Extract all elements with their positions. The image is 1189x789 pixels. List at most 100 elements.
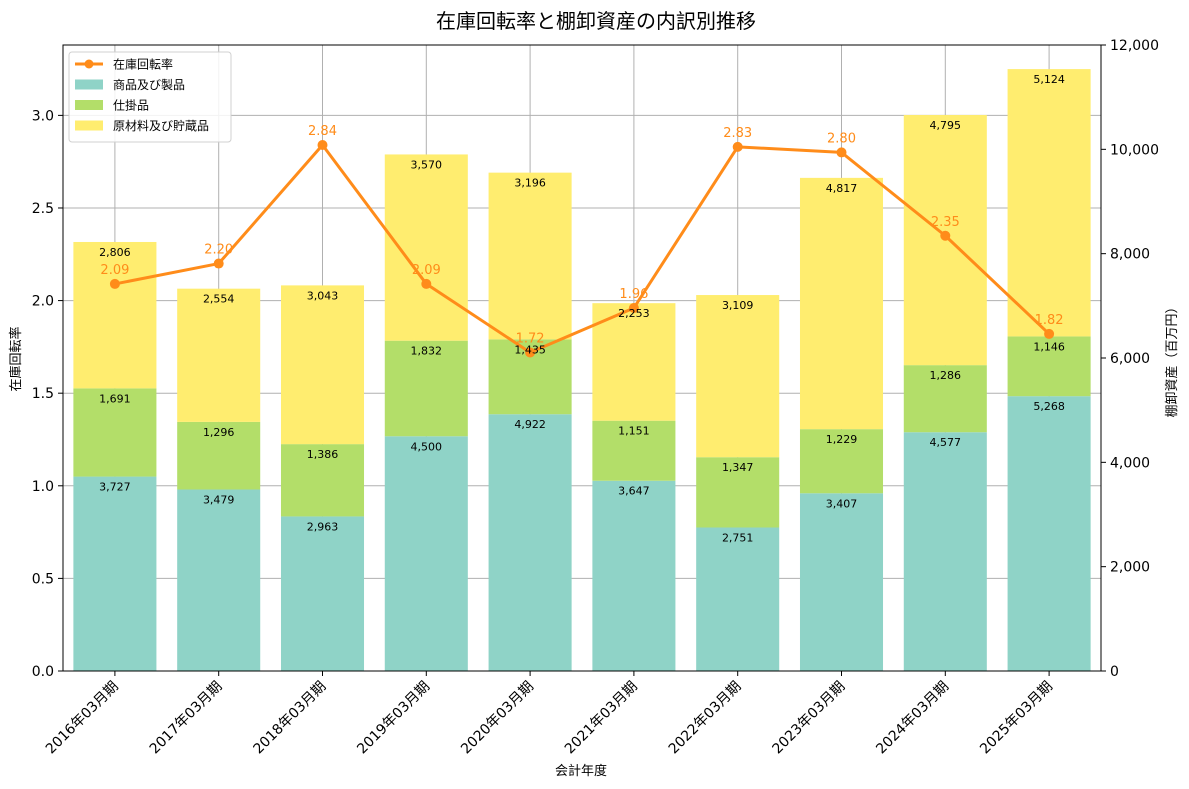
bar-1-2021年03月期 (592, 480, 676, 671)
bar-value-label: 3,043 (307, 289, 339, 302)
x-tick-label: 2017年03月期 (147, 679, 226, 758)
x-tick-label: 2025年03月期 (977, 679, 1056, 758)
bar-value-label: 3,479 (203, 494, 235, 507)
turnover-point (732, 141, 743, 152)
y-axis-right-label: 棚卸資産（百万円） (1164, 300, 1180, 417)
bar-value-label: 4,795 (930, 119, 962, 132)
turnover-point (317, 140, 328, 151)
bar-2-2022年03月期 (696, 457, 780, 528)
bar-1-2020年03月期 (488, 414, 572, 671)
x-tick-label: 2024年03月期 (873, 679, 952, 758)
bar-value-label: 1,151 (618, 425, 650, 438)
turnover-point (628, 302, 639, 313)
bar-3-2016年03月期 (73, 241, 157, 389)
bar-2-2024年03月期 (903, 365, 987, 433)
bar-value-label: 4,577 (930, 436, 962, 449)
bar-value-label: 1,347 (722, 461, 754, 474)
bar-1-2023年03月期 (799, 493, 884, 671)
bar-value-label: 5,124 (1033, 73, 1065, 86)
x-tick-label: 2021年03月期 (562, 679, 641, 758)
bar-value-label: 3,407 (826, 497, 858, 510)
bar-value-label: 1,691 (99, 392, 131, 405)
bar-3-2019年03月期 (384, 154, 468, 341)
bar-value-label: 1,386 (307, 448, 339, 461)
y-left-tick-label: 3.0 (32, 108, 54, 124)
y-left-tick-label: 0.0 (32, 664, 54, 680)
bar-value-label: 1,229 (826, 433, 858, 446)
x-tick-label: 2019年03月期 (354, 679, 433, 758)
bar-value-label: 5,268 (1033, 400, 1065, 413)
bar-value-label: 2,806 (99, 246, 131, 259)
bar-1-2017年03月期 (177, 489, 261, 671)
bar-1-2018年03月期 (280, 516, 365, 671)
turnover-value-label: 2.09 (100, 263, 129, 278)
bar-3-2025年03月期 (1007, 69, 1091, 337)
bar-2-2023年03月期 (799, 429, 884, 494)
x-tick-label: 2018年03月期 (251, 679, 330, 758)
bar-value-label: 3,570 (411, 158, 443, 171)
turnover-value-label: 2.84 (308, 124, 337, 139)
bar-value-label: 3,109 (722, 299, 754, 312)
y-left-tick-label: 1.0 (32, 479, 54, 495)
bar-value-label: 2,963 (307, 520, 339, 533)
bar-value-label: 4,817 (826, 182, 858, 195)
bar-1-2016年03月期 (73, 476, 157, 671)
bar-value-label: 2,554 (203, 293, 235, 306)
y-left-tick-label: 2.5 (32, 201, 54, 217)
y-right-tick-label: 4,000 (1110, 455, 1150, 471)
y-right-tick-label: 6,000 (1110, 351, 1150, 367)
legend-label: 商品及び製品 (113, 77, 185, 92)
bar-value-label: 4,922 (514, 418, 546, 431)
bar-value-label: 2,751 (722, 531, 754, 544)
bar-value-label: 2,253 (618, 307, 650, 320)
y-left-tick-label: 1.5 (32, 386, 54, 402)
x-axis-label: 会計年度 (555, 763, 607, 779)
y-right-tick-label: 10,000 (1110, 142, 1159, 158)
turnover-value-label: 1.82 (1035, 313, 1064, 328)
y-right-tick-label: 0 (1110, 664, 1119, 680)
bar-value-label: 1,296 (203, 426, 235, 439)
bar-1-2019年03月期 (384, 436, 468, 671)
legend-label: 原材料及び貯蔵品 (113, 119, 209, 133)
x-tick-label: 2016年03月期 (43, 679, 122, 758)
turnover-value-label: 2.35 (931, 215, 960, 230)
legend-box (68, 51, 232, 143)
turnover-value-label: 2.83 (723, 126, 752, 141)
turnover-point (836, 147, 847, 158)
bar-3-2017年03月期 (177, 288, 261, 422)
bar-3-2022年03月期 (696, 295, 780, 458)
turnover-value-label: 2.80 (827, 131, 856, 146)
turnover-point (940, 230, 951, 241)
data-labels: 3,727 3,479 2,963 4,500 4,922 3,647 2,751 3,407… (99, 73, 1065, 544)
bar-1-2024年03月期 (903, 432, 987, 671)
legend-color-swatch (75, 100, 103, 110)
bar-value-label: 1,286 (930, 369, 962, 382)
legend-label: 仕掛品 (113, 98, 149, 113)
bar-3-2020年03月期 (488, 172, 572, 340)
bar-2-2025年03月期 (1007, 336, 1091, 397)
legend-marker (84, 59, 94, 69)
bar-value-label: 4,500 (411, 440, 443, 453)
bar-2-2021年03月期 (592, 420, 676, 481)
turnover-value-label: 2.09 (412, 263, 441, 278)
legend-color-swatch (75, 79, 103, 90)
x-tick-label: 2022年03月期 (666, 679, 745, 758)
turnover-value-label: 1.72 (516, 331, 545, 346)
turnover-point (525, 347, 536, 358)
x-tick-label: 2020年03月期 (458, 679, 537, 758)
turnover-line (114, 143, 1051, 354)
turnover-point (421, 278, 432, 289)
bar-2-2016年03月期 (73, 388, 157, 477)
bar-2-2017年03月期 (177, 421, 261, 490)
bar-value-label: 1,832 (411, 345, 443, 358)
x-tick-label: 2023年03月期 (770, 679, 849, 758)
turnover-value-label: 1.96 (619, 287, 648, 302)
bar-2-2018年03月期 (280, 444, 365, 517)
y-right-tick-label: 8,000 (1110, 247, 1150, 263)
bar-value-label: 3,727 (99, 481, 131, 494)
bar-value-label: 3,196 (514, 177, 546, 190)
bar-series (73, 69, 1091, 671)
bar-value-label: 3,647 (618, 485, 650, 498)
legend-label: 在庫回転率 (113, 57, 173, 72)
